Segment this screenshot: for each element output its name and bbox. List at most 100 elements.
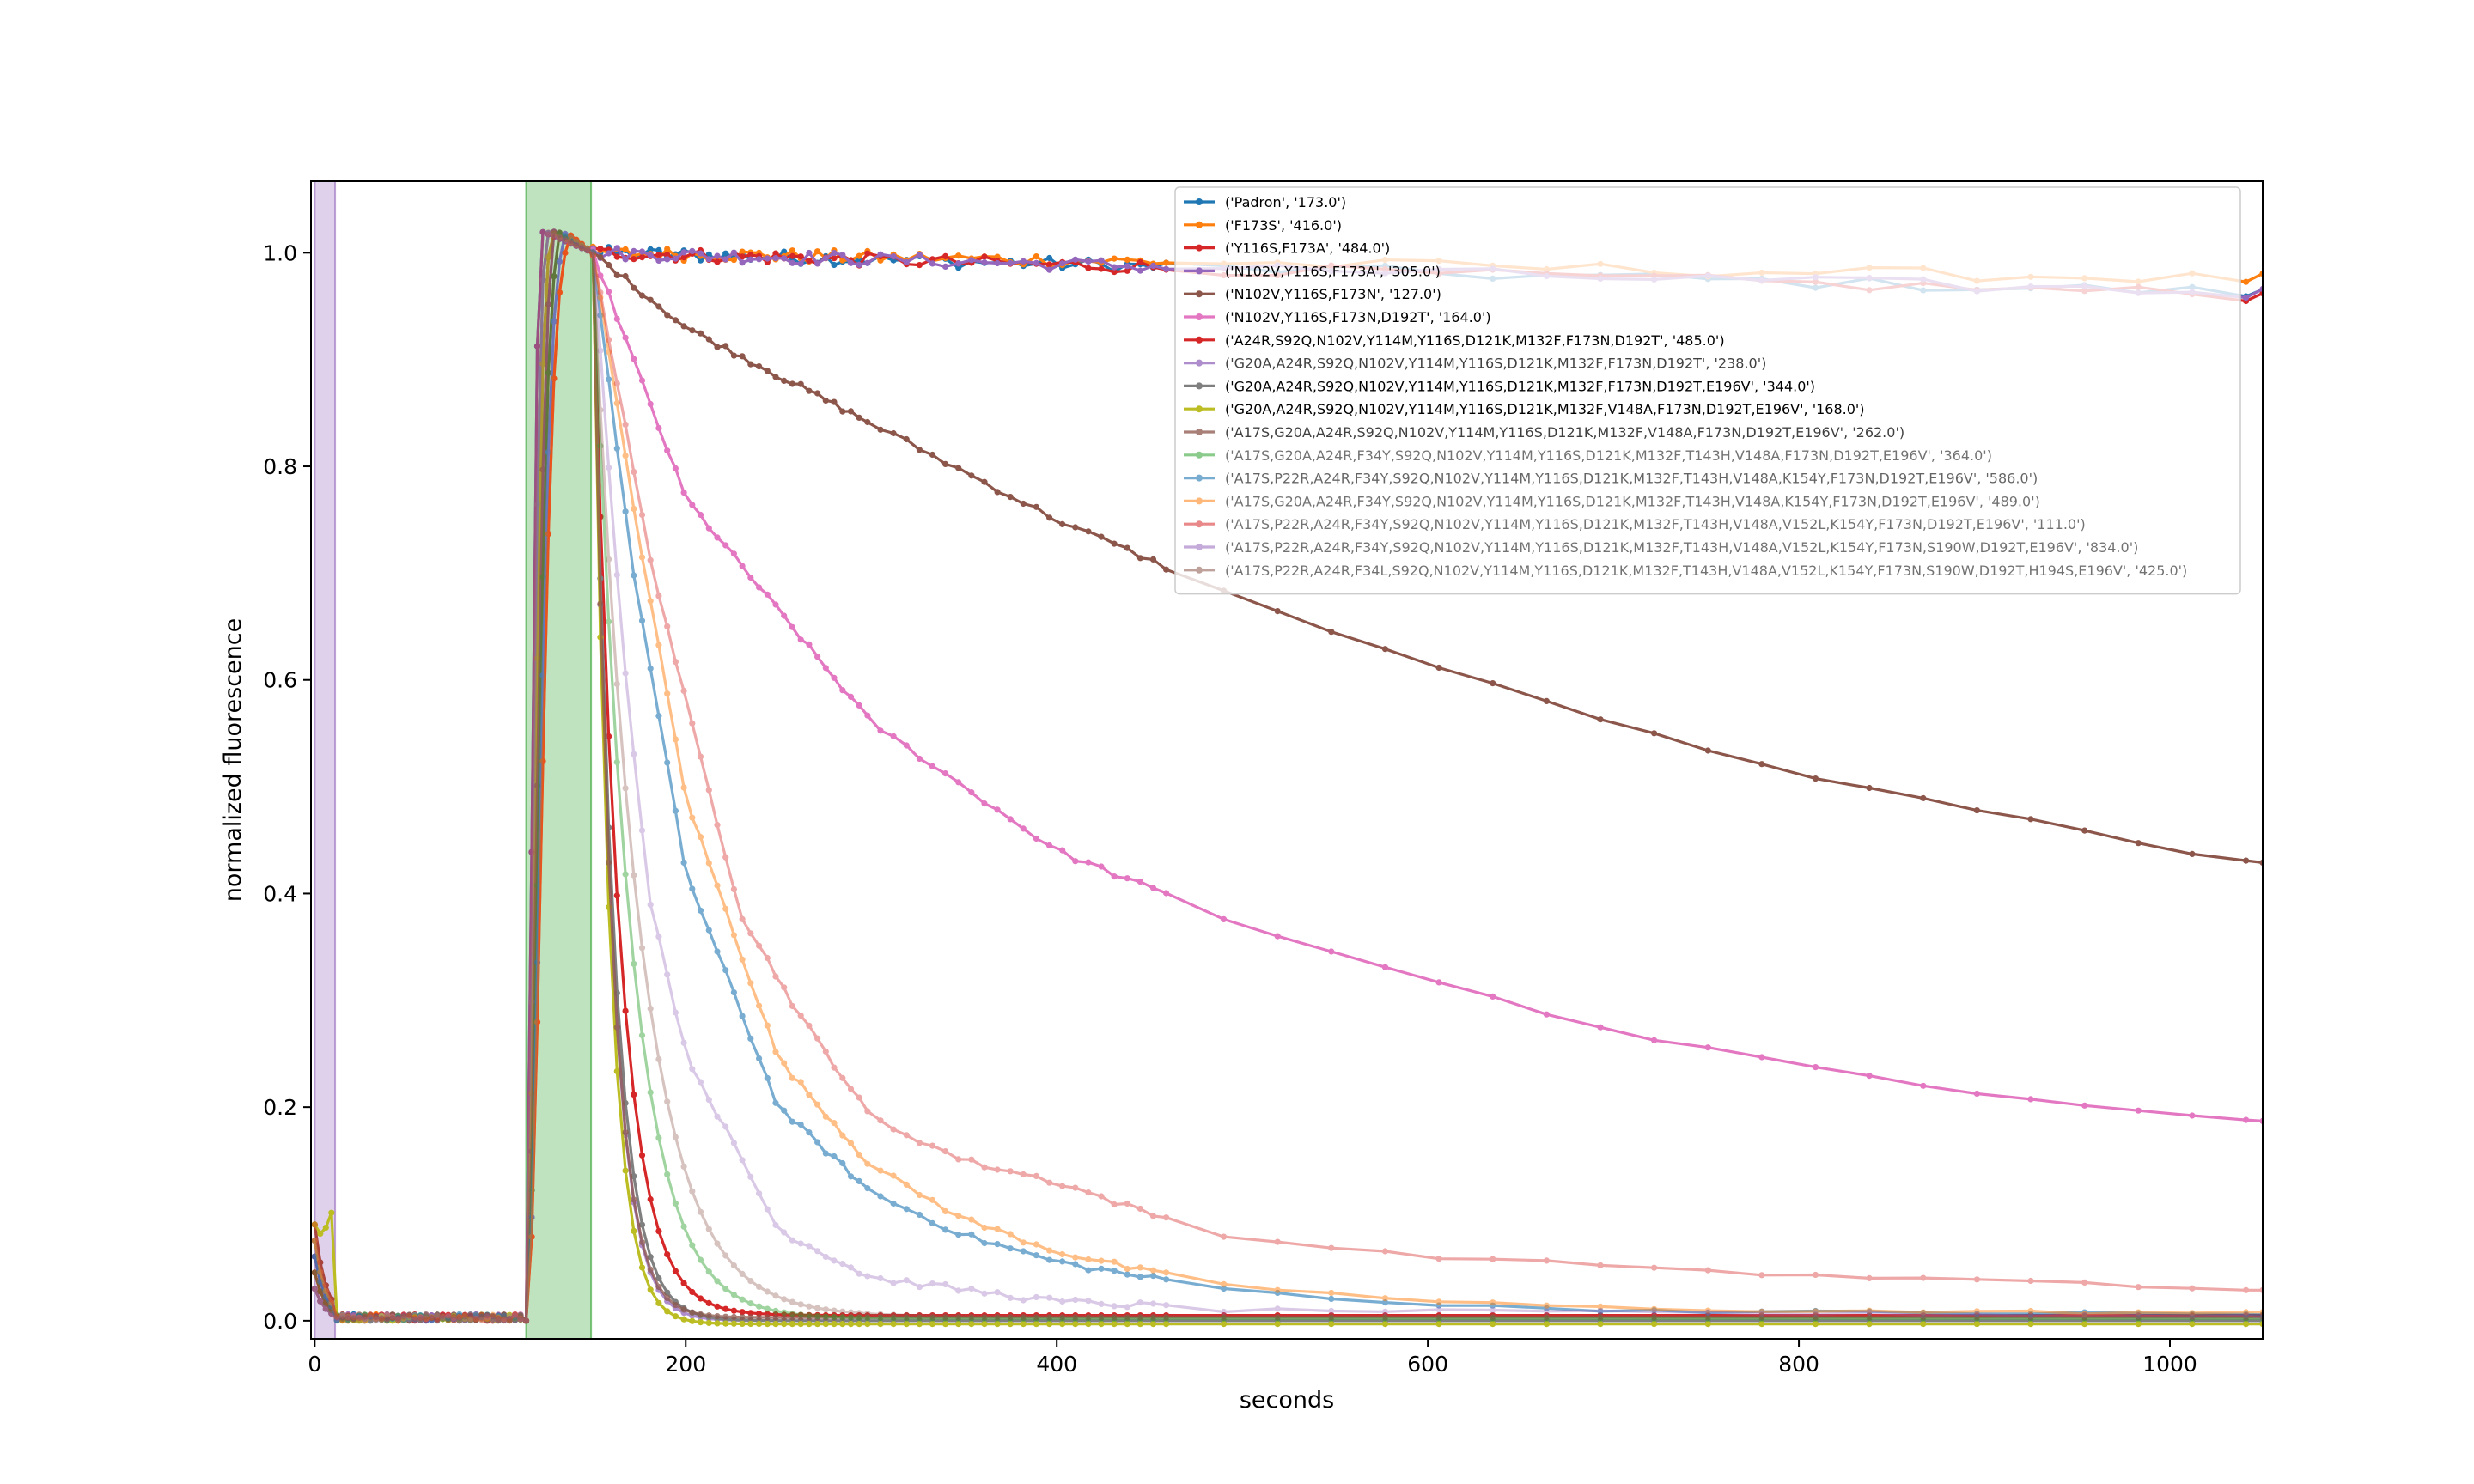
data-point (942, 1226, 949, 1233)
x-tick-label: 0 (308, 1352, 321, 1377)
data-point (847, 1309, 855, 1316)
data-point (756, 363, 763, 370)
data-point (916, 1284, 923, 1291)
data-point (994, 1313, 1001, 1320)
legend-label: ('A17S,G20A,A24R,S92Q,N102V,Y114M,Y116S,… (1225, 424, 1904, 441)
data-point (495, 1315, 502, 1322)
data-point (747, 1314, 754, 1321)
data-point (2243, 1309, 2250, 1316)
data-point (680, 254, 687, 261)
data-point (501, 1317, 508, 1323)
data-point (929, 1219, 936, 1226)
data-point (1033, 1315, 1039, 1322)
data-point (1046, 266, 1053, 273)
data-point (916, 1140, 923, 1146)
data-point (367, 1311, 374, 1318)
data-point (1111, 540, 1118, 547)
data-point (1274, 933, 1281, 940)
data-point (606, 733, 612, 740)
data-point (1163, 566, 1170, 573)
data-point (2081, 1321, 2088, 1328)
data-point (2189, 1310, 2196, 1317)
data-point (789, 1311, 796, 1317)
data-point (506, 1317, 513, 1323)
data-point (1543, 1314, 1550, 1321)
legend-label: ('N102V,Y116S,F173N,D192T', '164.0') (1225, 309, 1491, 325)
data-point (864, 259, 871, 266)
data-point (613, 680, 620, 688)
data-point (764, 591, 771, 598)
data-point (1920, 1082, 1927, 1089)
data-point (772, 1314, 779, 1321)
data-point (655, 593, 662, 599)
data-point (1163, 265, 1170, 272)
data-point (1098, 863, 1105, 870)
data-point (714, 258, 721, 265)
data-point (697, 257, 704, 264)
legend-label: ('A17S,P22R,A24R,F34Y,S92Q,N102V,Y114M,Y… (1225, 471, 2038, 487)
data-point (730, 1307, 738, 1314)
data-point (2189, 1315, 2196, 1322)
data-point (1543, 1313, 1550, 1320)
data-point (606, 250, 612, 257)
legend-swatch-marker (1196, 267, 1203, 275)
data-point (730, 989, 738, 996)
data-point (981, 1314, 988, 1321)
y-axis-ticks: 0.0 0.2 0.4 0.6 0.8 1.0 (263, 240, 311, 1334)
data-point (789, 1314, 796, 1321)
data-point (1543, 697, 1550, 705)
data-point (2081, 1279, 2088, 1286)
data-point (1033, 1313, 1039, 1320)
data-point (539, 277, 546, 283)
data-point (556, 289, 564, 295)
data-point (1651, 1313, 1658, 1320)
data-point (730, 1292, 738, 1298)
data-point (647, 1254, 654, 1261)
data-point (613, 758, 620, 766)
data-point (378, 1311, 385, 1318)
data-point (1124, 1265, 1130, 1273)
data-point (772, 1099, 779, 1106)
data-point (1059, 1183, 1066, 1189)
data-point (1033, 1314, 1039, 1321)
data-point (789, 1298, 796, 1305)
data-point (806, 1129, 813, 1136)
data-point (647, 1286, 654, 1293)
data-point (1597, 1321, 1604, 1328)
data-point (856, 1310, 862, 1317)
data-point (981, 1313, 988, 1320)
data-point (756, 1314, 763, 1321)
data-point (655, 1283, 662, 1291)
y-tick-label: 0.2 (263, 1095, 297, 1120)
data-point (517, 1316, 524, 1323)
data-point (797, 1013, 804, 1019)
data-point (573, 241, 580, 248)
data-point (714, 1240, 721, 1247)
data-point (423, 1317, 430, 1323)
data-point (1046, 1247, 1053, 1254)
data-point (1046, 1294, 1053, 1301)
data-point (1124, 1271, 1130, 1278)
data-point (839, 257, 846, 264)
data-point (839, 687, 846, 694)
data-point (655, 1228, 662, 1235)
data-point (822, 1306, 829, 1313)
data-point (405, 1317, 413, 1324)
data-point (730, 1313, 738, 1321)
data-point (664, 1294, 671, 1301)
data-point (877, 1315, 884, 1322)
data-point (2243, 295, 2250, 301)
data-point (539, 361, 546, 368)
data-point (311, 1221, 318, 1228)
data-point (1059, 520, 1066, 528)
data-point (597, 600, 604, 607)
data-point (417, 1314, 424, 1321)
series-15 (311, 229, 2263, 1324)
data-point (606, 464, 612, 471)
data-point (877, 1311, 884, 1317)
data-point (714, 344, 721, 350)
data-point (1704, 1314, 1711, 1321)
data-point (831, 1321, 838, 1328)
data-point (856, 1321, 862, 1328)
data-point (2081, 1315, 2088, 1322)
